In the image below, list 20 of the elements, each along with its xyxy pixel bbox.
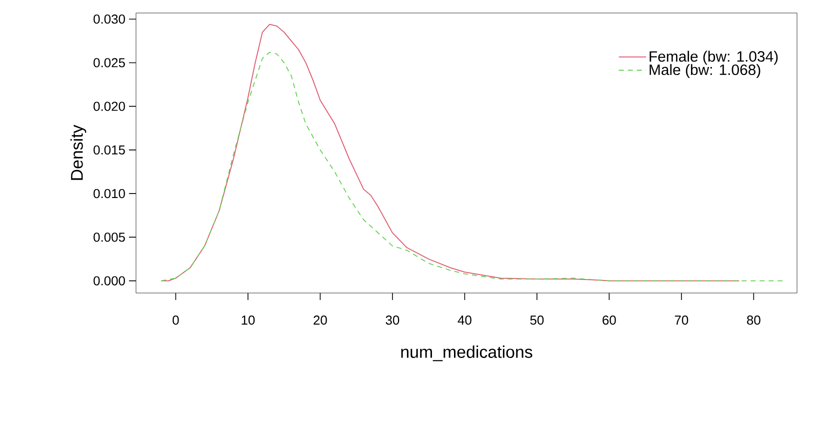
x-tick-label: 30 — [386, 316, 400, 325]
y-tick-label: 0.010 — [94, 188, 125, 198]
x-tick-label: 20 — [314, 316, 327, 325]
x-tick-label: 60 — [602, 316, 616, 325]
legend-label: Female (bw: 1.034) — [650, 50, 778, 65]
x-tick-label: 0 — [172, 316, 179, 325]
x-tick-label: 10 — [242, 316, 255, 325]
y-tick-label: 0.025 — [94, 58, 125, 68]
x-axis-title: num_medications — [401, 346, 532, 362]
x-tick-label: 70 — [674, 316, 688, 325]
y-tick-label: 0.020 — [94, 102, 125, 111]
x-tick-label: 40 — [458, 316, 472, 325]
legend-label: Male (bw: 1.068) — [650, 64, 760, 78]
y-tick-label: 0.015 — [94, 145, 125, 155]
y-tick-label: 0.000 — [94, 276, 125, 286]
y-tick-label: 0.030 — [94, 14, 125, 24]
x-tick-label: 50 — [530, 316, 544, 325]
y-tick-label: 0.005 — [94, 232, 125, 242]
x-tick-label: 80 — [747, 316, 760, 325]
y-axis-title: Density — [70, 124, 86, 180]
